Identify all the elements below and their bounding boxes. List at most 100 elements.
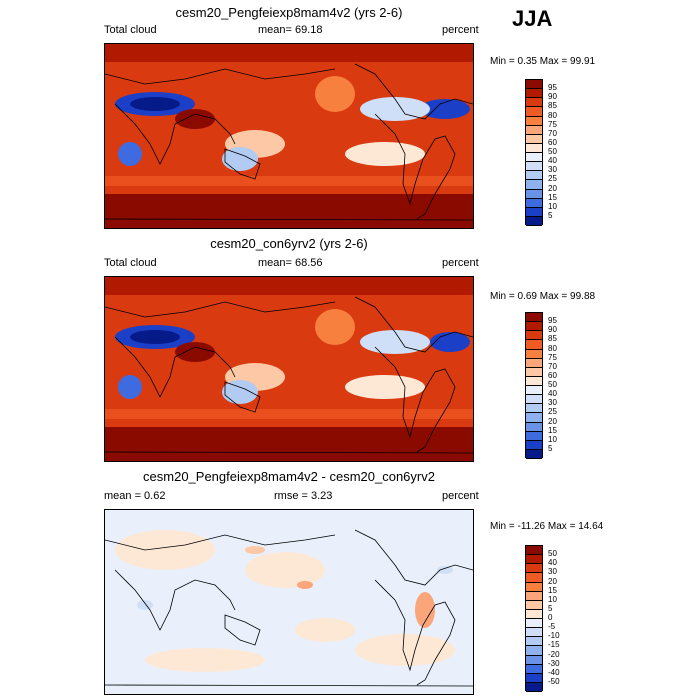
panel3-colorbar (525, 545, 543, 692)
panel1-minmax: Min = 0.35 Max = 99.91 (490, 56, 596, 67)
colorbar1-label: 50 (548, 147, 557, 156)
colorbar3-swatch (526, 655, 542, 665)
colorbar1-label: 70 (548, 128, 557, 138)
colorbar1-swatch (526, 189, 542, 199)
season-label: JJA (512, 6, 553, 31)
colorbar3-label: 50 (548, 549, 557, 559)
colorbar1-label: 90 (548, 92, 557, 102)
colorbar2-label: 20 (548, 416, 557, 426)
colorbar1-swatch (526, 180, 542, 190)
colorbar2-label: 85 (548, 334, 557, 344)
colorbar2-swatch (526, 313, 542, 323)
colorbar2-label: 5 (548, 443, 553, 453)
panel2-title: cesm20_con6yrv2 (yrs 2-6) (210, 236, 368, 251)
colorbar2-label: 50 (548, 380, 557, 389)
colorbar1-swatch (526, 198, 542, 208)
colorbar2-swatch (526, 358, 542, 368)
colorbar2-swatch (526, 440, 542, 450)
colorbar1-swatch (526, 107, 542, 117)
panel3-mean: mean = 0.62 (104, 490, 166, 502)
panel2-mean: mean= 68.56 (258, 257, 323, 269)
colorbar3-swatch (526, 673, 542, 683)
colorbar1-label: 80 (548, 110, 557, 120)
panel2-left-label: Total cloud (104, 257, 157, 269)
colorbar2-label: 10 (548, 434, 557, 444)
colorbar1-label: 95 (548, 83, 557, 93)
colorbar1-label: 20 (548, 183, 557, 193)
panel3-units: percent (442, 490, 479, 502)
panel1-colorbar (525, 79, 543, 226)
colorbar3-label: -15 (548, 640, 560, 650)
colorbar1-label: 30 (548, 165, 557, 175)
colorbar2-label: 80 (548, 343, 557, 353)
colorbar3-swatch (526, 573, 542, 583)
colorbar1-swatch (526, 89, 542, 99)
colorbar1-swatch (526, 80, 542, 90)
colorbar1-swatch (526, 116, 542, 126)
colorbar3-swatch (526, 628, 542, 638)
colorbar2-swatch (526, 431, 542, 441)
panel3-minmax: Min = -11.26 Max = 14.64 (490, 521, 604, 532)
colorbar2-swatch (526, 322, 542, 332)
colorbar2-swatch (526, 340, 542, 350)
colorbar3-label: 5 (548, 603, 553, 613)
colorbar1-label: 60 (548, 137, 557, 147)
panel1-mean: mean= 69.18 (258, 24, 323, 36)
colorbar3-swatch (526, 664, 542, 674)
colorbar2-label: 30 (548, 398, 557, 408)
colorbar2-swatch (526, 386, 542, 396)
colorbar3-swatch (526, 682, 542, 692)
colorbar2-swatch (526, 331, 542, 341)
colorbar1-label: 10 (548, 201, 557, 211)
colorbar3-swatch (526, 619, 542, 629)
colorbar3-label: 30 (548, 567, 557, 577)
panel1-units: percent (442, 24, 479, 36)
colorbar2-label: 25 (548, 407, 557, 417)
colorbar1-label: 15 (548, 192, 557, 202)
colorbar3-label: 0 (548, 613, 553, 622)
colorbar3-swatch (526, 555, 542, 565)
panel3-map (104, 509, 474, 695)
colorbar1-label: 85 (548, 101, 557, 111)
colorbar2-label: 75 (548, 352, 557, 362)
panel2-colorbar (525, 312, 543, 459)
colorbar3-swatch (526, 591, 542, 601)
colorbar1-swatch (526, 171, 542, 181)
panel2-map (104, 276, 474, 462)
colorbar2-label: 60 (548, 370, 557, 380)
colorbar1-swatch (526, 153, 542, 163)
colorbar3-swatch (526, 546, 542, 556)
colorbar3-swatch (526, 564, 542, 574)
panel1-title: cesm20_Pengfeiexp8mam4v2 (yrs 2-6) (175, 5, 403, 20)
panel3-rmse: rmse = 3.23 (274, 490, 333, 502)
colorbar2-label: 90 (548, 325, 557, 335)
panel2-units: percent (442, 257, 479, 269)
colorbar1-label: 25 (548, 174, 557, 184)
panel1-map (104, 43, 474, 229)
panel3-title: cesm20_Pengfeiexp8mam4v2 - cesm20_con6yr… (143, 469, 435, 484)
colorbar3-label: -50 (548, 676, 560, 686)
colorbar2-swatch (526, 413, 542, 423)
colorbar3-label: -30 (548, 658, 560, 668)
colorbar2-swatch (526, 349, 542, 359)
colorbar2-swatch (526, 376, 542, 386)
colorbar3-label: -40 (548, 667, 560, 677)
colorbar3-swatch (526, 646, 542, 656)
colorbar2-label: 15 (548, 425, 557, 435)
colorbar1-swatch (526, 125, 542, 135)
colorbar1-swatch (526, 134, 542, 144)
colorbar2-swatch (526, 422, 542, 432)
colorbar2-swatch (526, 395, 542, 405)
colorbar2-label: 70 (548, 361, 557, 371)
colorbar1-label: 40 (548, 156, 557, 166)
panel2-minmax: Min = 0.69 Max = 99.88 (490, 291, 596, 302)
colorbar2-swatch (526, 367, 542, 377)
colorbar2-label: 40 (548, 389, 557, 399)
colorbar2-label: 95 (548, 316, 557, 326)
colorbar3-swatch (526, 637, 542, 647)
colorbar3-label: -20 (548, 649, 560, 659)
colorbar2-swatch (526, 449, 542, 459)
colorbar1-swatch (526, 98, 542, 108)
colorbar3-swatch (526, 600, 542, 610)
colorbar3-label: -5 (548, 622, 556, 632)
